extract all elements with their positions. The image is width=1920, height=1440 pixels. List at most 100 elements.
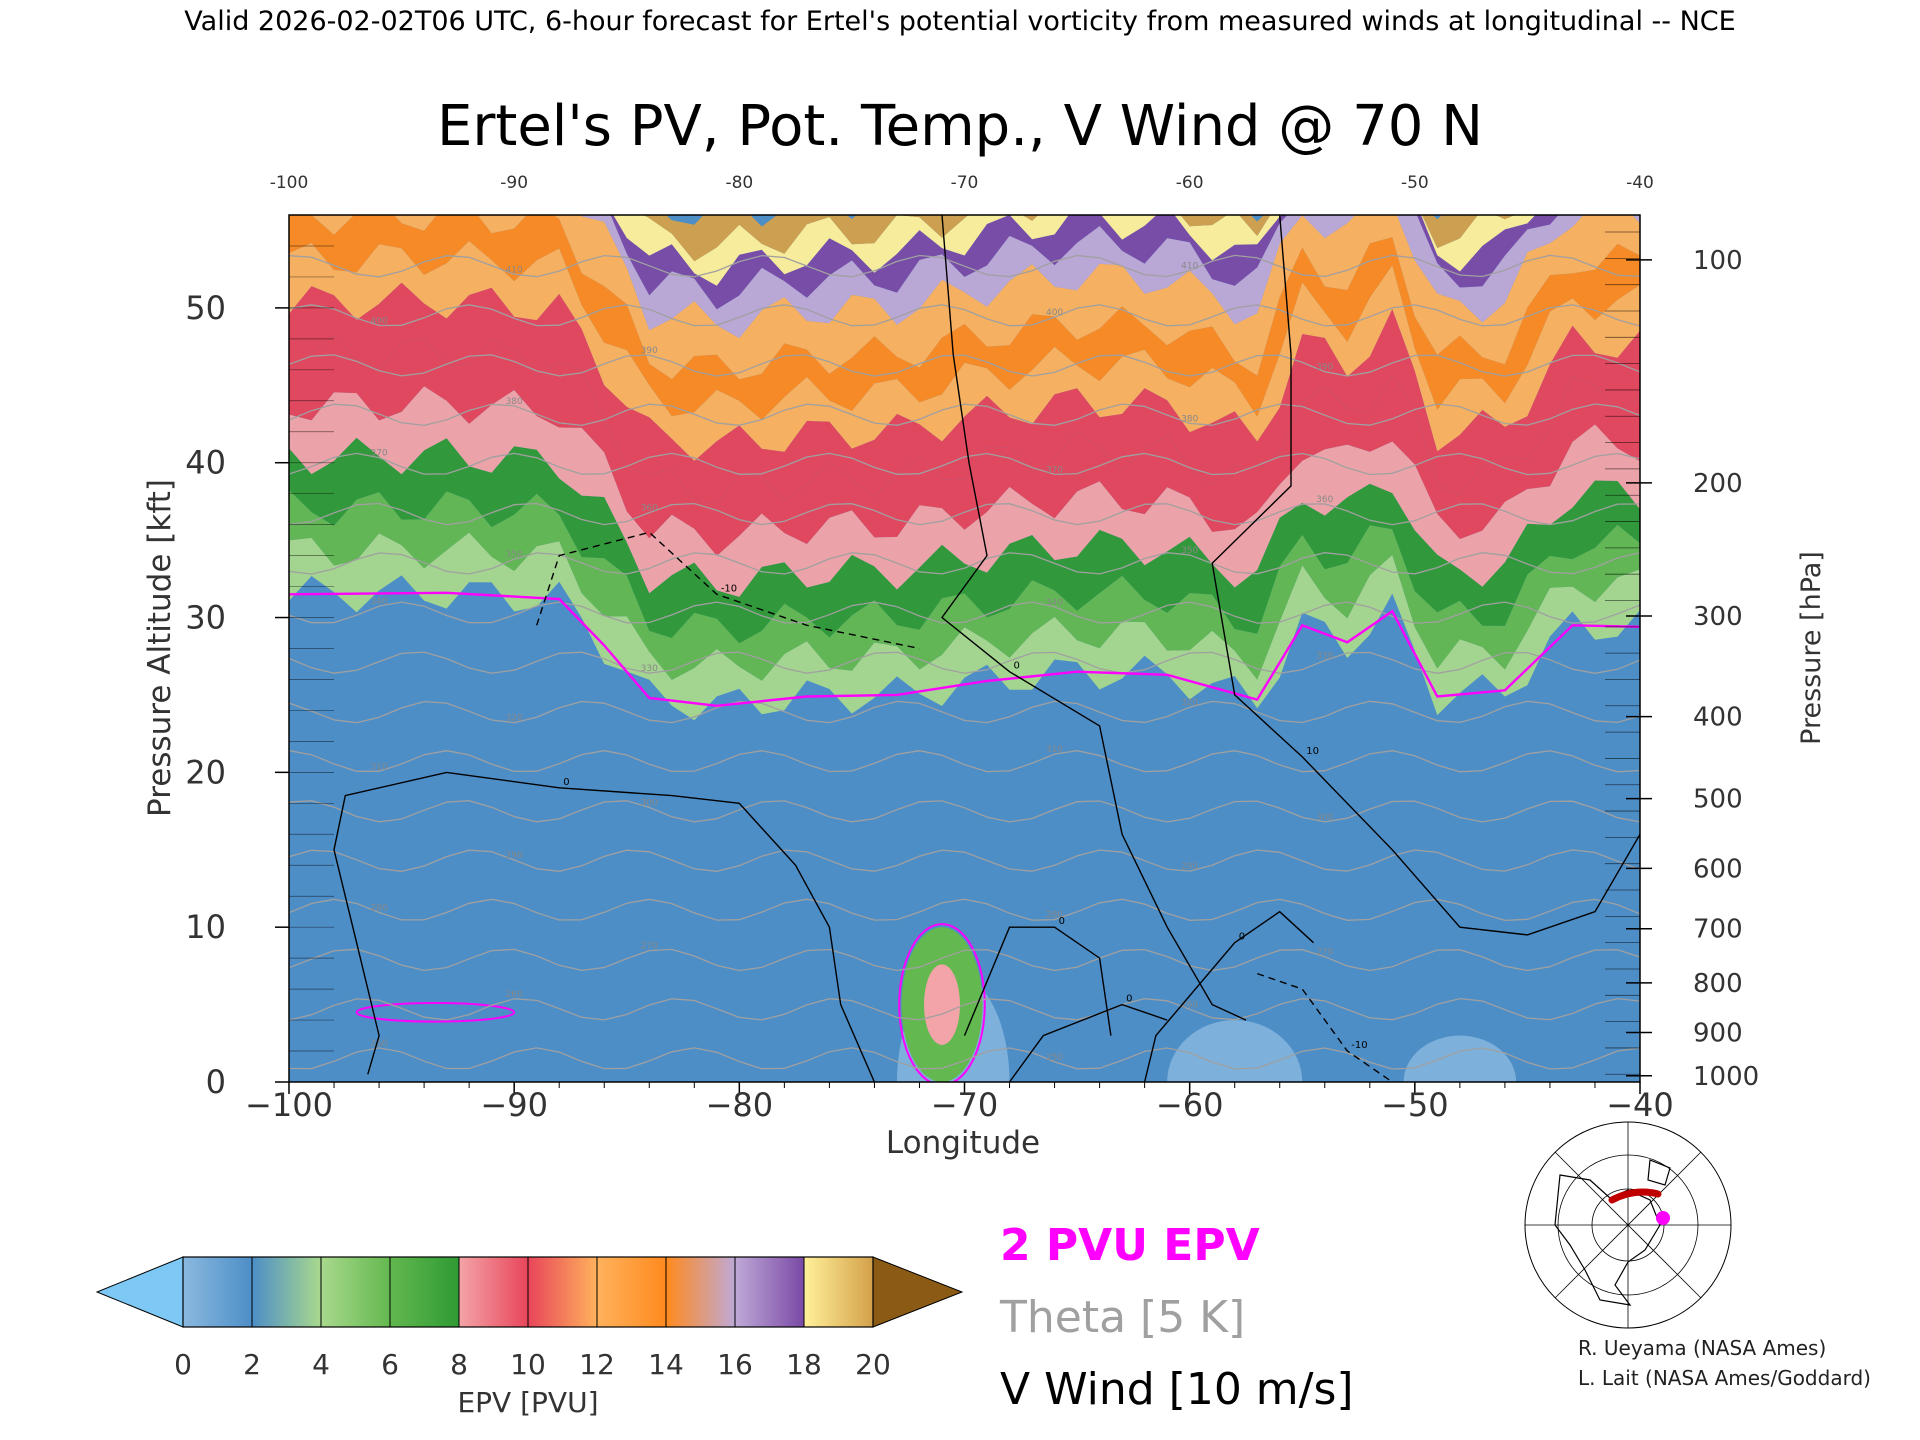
theta-label: 380 [506,397,523,407]
theta-label: 370 [370,449,387,459]
pv-2pvu-contour [289,591,1640,708]
chart-title: Ertel's PV, Pot. Temp., V Wind @ 70 N [437,94,1483,159]
epv-band [289,386,1640,597]
x-axis: −100 −90 −80 −70 −60 −50 −40 [245,1082,1674,1124]
epv-band [643,215,1515,262]
colorbar-segment [735,1257,804,1327]
theta-label: 320 [506,714,523,724]
y-axis: 0 10 20 30 40 50 [185,245,334,1101]
theta-label: 370 [1046,465,1063,475]
theta-contour [289,948,1640,972]
epv-band [579,215,1640,338]
y-tick-label: 50 [185,289,226,327]
theta-label: 390 [1316,363,1333,373]
x-top-tick-label: -60 [1176,173,1204,193]
vwind-contour [1008,1003,1168,1082]
vwind-contour [1256,972,1393,1082]
theta-contour [289,651,1640,674]
pressure-axis-label: Pressure [hPa] [1796,551,1827,745]
theta-label: 320 [1181,698,1198,708]
pressure-tick-label: 100 [1693,246,1743,276]
theta-label: 380 [1181,414,1198,424]
epv-band [311,215,1640,380]
vwind-label: 0 [1014,661,1020,672]
theta-label: 400 [370,316,387,326]
theta-label: 350 [506,550,523,560]
pressure-tick-label: 1000 [1693,1062,1759,1092]
theta-contour [289,304,1640,327]
vwind-label: 0 [1059,916,1065,927]
colorbar-tick-label: 20 [855,1348,891,1381]
theta-label: 360 [641,504,658,514]
theta-contours: 250 250 260 260 270 270 280 280 290 290 300 300 310 3… [289,254,1640,1070]
theta-label: 340 [370,597,387,607]
colorbar-tick-label: 12 [579,1348,615,1381]
legend-vwind: V Wind [10 m/s] [1000,1364,1354,1415]
y-axis-label: Pressure Altitude [kft] [142,479,178,817]
epv-band [289,215,1640,420]
theta-contour [289,849,1640,872]
pressure-tick-label: 200 [1693,469,1743,499]
pressure-tick-label: 400 [1693,703,1743,733]
colorbar-tick-label: 4 [312,1348,330,1381]
colorbar-label: EPV [PVU] [457,1386,598,1419]
theta-label: 310 [370,762,387,772]
theta-label: 270 [1316,948,1333,958]
theta-label: 310 [1046,745,1063,755]
x-top-tick-label: -40 [1626,173,1654,193]
theta-contour [289,354,1640,377]
epv-small-contour [355,1002,516,1023]
theta-contour [289,700,1640,724]
vwind-label: 0 [1239,932,1245,943]
epv-band [289,490,1640,681]
theta-label: 270 [641,942,658,952]
pressure-tick-label: 500 [1693,785,1743,815]
colorbar-segment [390,1257,459,1327]
theta-contour [289,800,1640,823]
vwind-label: 10 [1306,746,1319,757]
theta-label: 350 [1181,546,1198,556]
theta-label: 360 [1316,495,1333,505]
vwind-label: -10 [721,583,737,594]
inset-section-line [1608,1188,1662,1204]
epv-band [289,532,1640,721]
vwind-contour [1211,215,1640,936]
epv-band [289,437,1640,644]
y-tick-label: 30 [185,599,226,637]
credit-line-1: R. Ueyama (NASA Ames) [1578,1336,1826,1360]
epv-patch [1167,1020,1303,1082]
vwind-contours: 0 -10 0 0 10 0 0 -10 [333,215,1640,1082]
colorbar-segment [597,1257,666,1327]
pressure-tick-label: 800 [1693,969,1743,999]
theta-contour [289,502,1640,526]
x-axis-label: Longitude [886,1125,1040,1161]
colorbar-tick-label: 16 [717,1348,753,1381]
theta-label: 250 [370,1039,387,1049]
pressure-tick-label: 300 [1693,602,1743,632]
theta-label: 300 [1316,813,1333,823]
x-top-tick-label: -80 [725,173,753,193]
theta-contour [289,452,1640,476]
y-tick-label: 0 [206,1063,226,1101]
colorbar-segment [183,1257,252,1327]
inset-map [1524,1121,1732,1329]
theta-contour [289,1047,1640,1070]
colorbar-segment [666,1257,735,1327]
x-tick-label: −40 [1606,1086,1674,1124]
y-tick-label: 40 [185,444,226,482]
theta-label: 290 [506,851,523,861]
colorbar-tick-label: 6 [381,1348,399,1381]
theta-contour [289,750,1640,773]
x-tick-label: −100 [245,1086,333,1124]
colorbar-tick-label: 14 [648,1348,684,1381]
epv-band [289,335,1640,556]
colorbar: 0 2 4 6 8 10 12 14 16 18 20 [95,1256,964,1381]
epv-band [289,241,1640,461]
theta-label: 260 [1181,1000,1198,1010]
x-tick-label: −70 [931,1086,999,1124]
theta-label: 280 [1046,911,1063,921]
y-tick-label: 10 [185,908,226,946]
x-top-tick-label: -70 [951,173,979,193]
vwind-contour [333,771,876,1082]
